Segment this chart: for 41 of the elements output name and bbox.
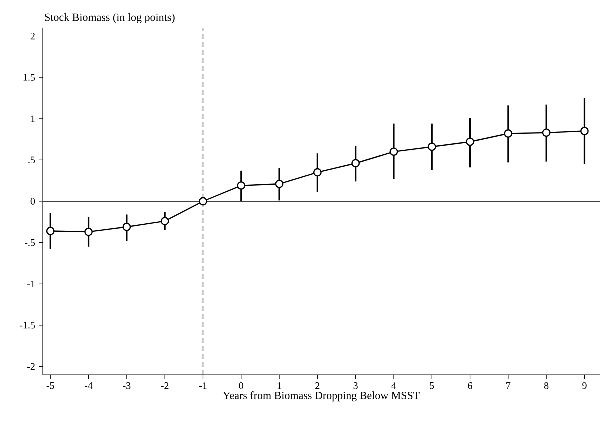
point bbox=[313, 168, 322, 177]
x-tick-label: 0 bbox=[239, 382, 244, 390]
point bbox=[466, 138, 474, 146]
y-tick-label: -2 bbox=[28, 363, 35, 370]
point bbox=[275, 180, 284, 188]
y-tick-label: 1 bbox=[31, 116, 35, 122]
x-tick-label: 3 bbox=[354, 382, 358, 390]
x-tick-label: -1 bbox=[199, 382, 207, 390]
x-tick-label: 4 bbox=[392, 382, 396, 390]
x-tick-label: 7 bbox=[506, 382, 511, 390]
x-axis-title: Years from Biomass Dropping Below MSST bbox=[223, 392, 420, 402]
y-axis-title: Stock Biomass (in log points) bbox=[45, 13, 175, 24]
point bbox=[199, 197, 208, 206]
point bbox=[352, 159, 360, 168]
x-tick-label: 1 bbox=[278, 382, 282, 390]
x-tick-label: 6 bbox=[468, 382, 472, 390]
y-tick-label: -1.5 bbox=[20, 322, 36, 329]
point bbox=[122, 222, 132, 232]
x-tick-label: 2 bbox=[316, 382, 320, 390]
x-tick-label: -3 bbox=[123, 382, 131, 390]
x-tick-label: 9 bbox=[582, 382, 587, 390]
x-tick-label: 5 bbox=[430, 382, 434, 390]
point bbox=[580, 127, 589, 136]
y-tick-label: 1.5 bbox=[24, 74, 36, 81]
x-tick-label: 8 bbox=[544, 382, 549, 390]
point bbox=[160, 217, 170, 226]
point bbox=[84, 228, 93, 236]
x-tick-label: -4 bbox=[84, 382, 93, 390]
y-tick-label: 0 bbox=[30, 198, 36, 205]
point bbox=[504, 130, 513, 138]
y-tick-label: 2 bbox=[30, 32, 35, 40]
point bbox=[542, 128, 551, 138]
point bbox=[46, 227, 55, 236]
point bbox=[390, 148, 398, 156]
x-tick-label: -2 bbox=[161, 382, 169, 390]
point bbox=[428, 142, 436, 152]
y-tick-label: .5 bbox=[28, 156, 36, 164]
point bbox=[237, 182, 246, 190]
y-tick-label: -.5 bbox=[25, 239, 36, 246]
y-tick-label: -1 bbox=[28, 280, 35, 288]
x-tick-label: -5 bbox=[46, 382, 54, 390]
